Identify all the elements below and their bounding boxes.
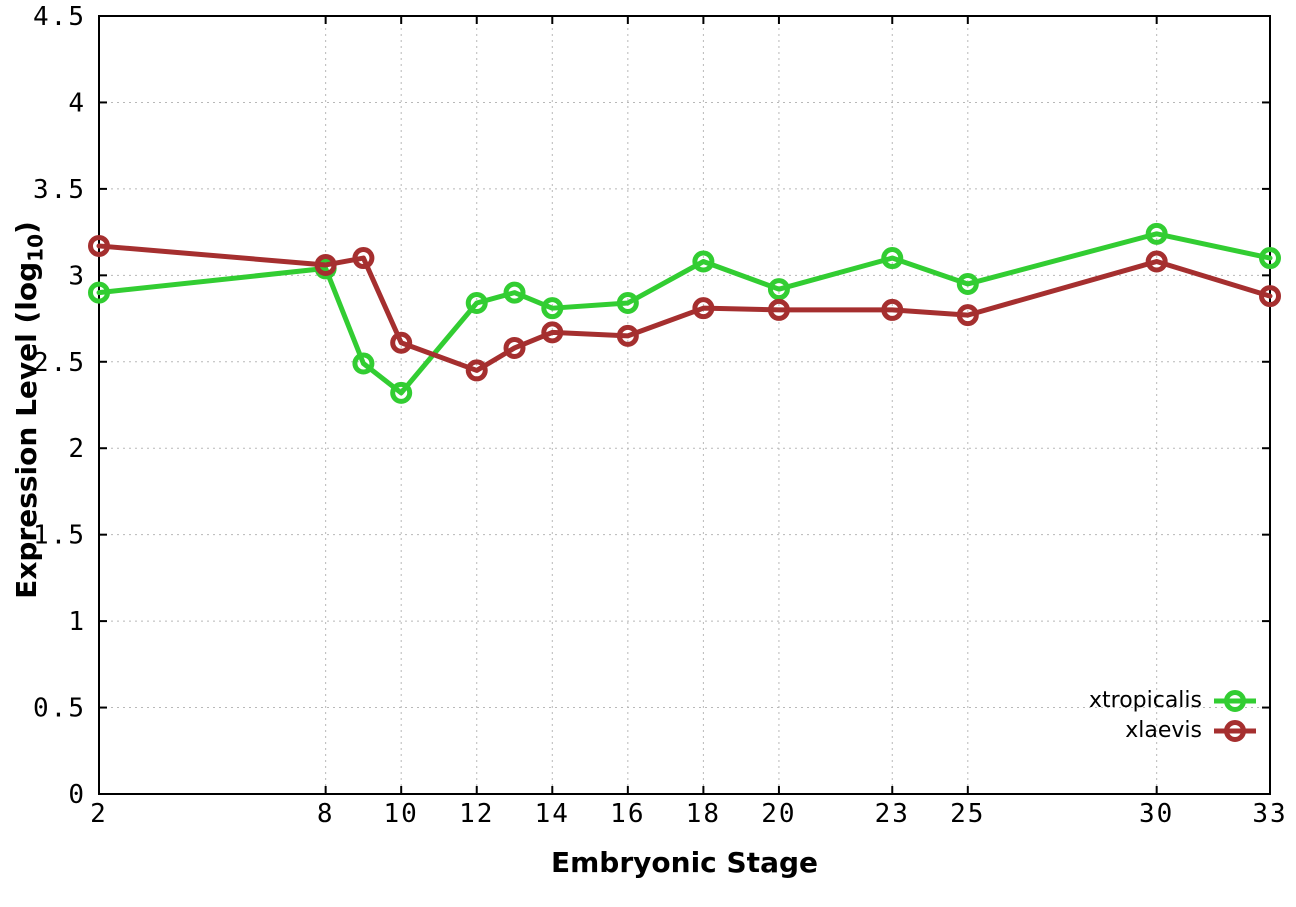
data-point-xlaevis	[352, 247, 375, 270]
legend-marker-xlaevis	[1214, 720, 1256, 742]
data-point-xlaevis	[88, 234, 110, 257]
data-point-xtropicalis	[767, 278, 790, 301]
data-point-xtropicalis	[503, 281, 526, 304]
y-tick-label: 0.5	[33, 694, 86, 724]
x-tick-label: 20	[761, 799, 796, 829]
x-tick-label: 12	[459, 799, 494, 829]
x-tick-label: 33	[1252, 799, 1287, 829]
data-point-xlaevis	[767, 298, 790, 321]
data-point-xtropicalis	[616, 291, 639, 314]
y-tick-label: 2.5	[33, 348, 86, 378]
x-tick-label: 30	[1139, 799, 1174, 829]
legend-label-xtropicalis: xtropicalis	[1088, 688, 1202, 713]
y-tick-label: 3.5	[33, 175, 86, 205]
data-point-xtropicalis	[88, 281, 110, 304]
data-point-xlaevis	[1145, 250, 1168, 273]
data-point-xlaevis	[1259, 285, 1281, 308]
data-point-xtropicalis	[541, 297, 564, 320]
y-tick-label: 0	[68, 780, 86, 810]
x-tick-label: 8	[317, 799, 335, 829]
data-point-xtropicalis	[1145, 222, 1168, 245]
data-point-xtropicalis	[956, 272, 979, 295]
data-point-xlaevis	[390, 331, 413, 354]
y-tick-label: 3	[68, 261, 86, 291]
x-tick-label: 16	[610, 799, 645, 829]
x-tick-label: 18	[686, 799, 721, 829]
data-point-xtropicalis	[692, 250, 715, 273]
y-axis-title-subscript: 10	[23, 233, 48, 262]
x-axis-title: Embryonic Stage	[551, 846, 818, 879]
x-tick-label: 25	[950, 799, 985, 829]
data-point-xtropicalis	[352, 352, 375, 375]
legend-item-xtropicalis: xtropicalis	[1089, 686, 1258, 716]
x-tick-label: 10	[384, 799, 419, 829]
data-point-xlaevis	[616, 324, 639, 347]
y-tick-label: 4	[68, 88, 86, 118]
data-point-xlaevis	[881, 298, 904, 321]
x-tick-label: 2	[90, 799, 108, 829]
data-point-xtropicalis	[881, 247, 904, 270]
y-tick-label: 1.5	[33, 521, 86, 551]
data-point-xlaevis	[314, 253, 337, 276]
data-point-xlaevis	[692, 297, 715, 320]
y-tick-label: 2	[68, 434, 86, 464]
y-axis-title-text: Expression Level (log	[10, 261, 43, 599]
data-point-xlaevis	[956, 304, 979, 327]
data-point-xtropicalis	[465, 291, 488, 314]
legend-marker-xtropicalis	[1214, 690, 1256, 712]
data-point-xtropicalis	[390, 381, 413, 404]
y-axis-title-suffix: )	[10, 221, 43, 234]
data-point-xtropicalis	[1259, 247, 1281, 270]
legend-label-xlaevis: xlaevis	[1125, 718, 1202, 743]
y-axis-title: Expression Level (log10)	[8, 170, 48, 650]
y-tick-label: 4.5	[33, 2, 86, 32]
series-line-xlaevis	[96, 243, 1273, 373]
data-point-xlaevis	[465, 359, 488, 382]
data-point-xlaevis	[541, 321, 564, 344]
x-tick-label: 23	[875, 799, 910, 829]
data-point-xlaevis	[503, 336, 526, 359]
x-tick-label: 14	[535, 799, 570, 829]
legend-item-xlaevis: xlaevis	[1089, 716, 1258, 746]
legend: xtropicalis xlaevis	[1089, 686, 1258, 746]
plot-border	[98, 15, 1271, 795]
y-tick-label: 1	[68, 607, 86, 637]
